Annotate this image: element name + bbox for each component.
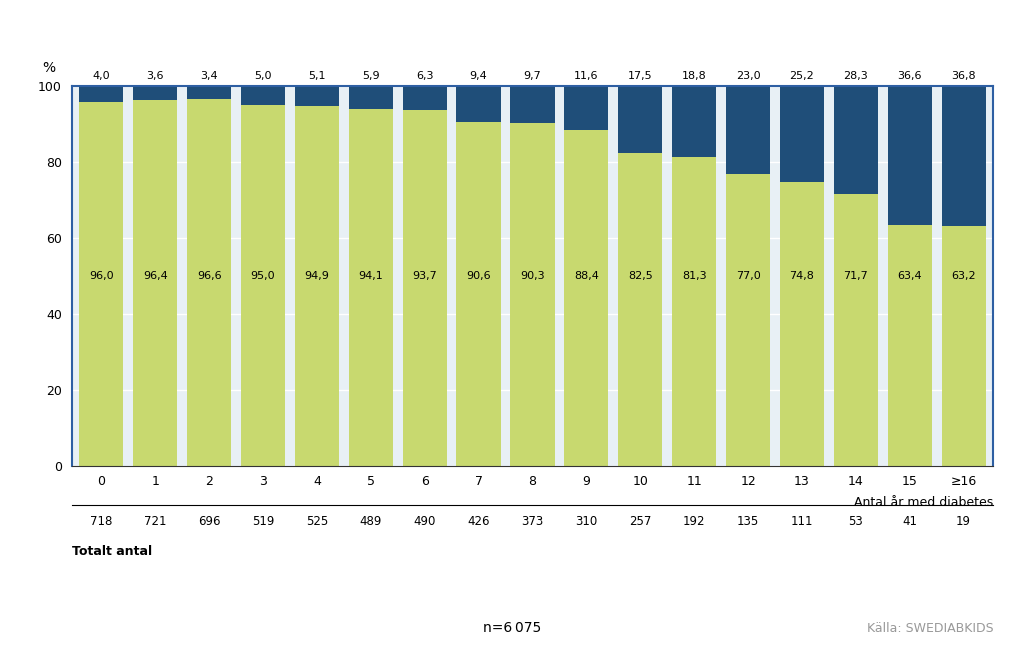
Bar: [133, 86, 177, 100]
Bar: [187, 86, 231, 99]
Text: 71,7: 71,7: [844, 271, 868, 281]
Bar: [780, 86, 824, 182]
Text: 257: 257: [629, 515, 651, 529]
Text: 5,9: 5,9: [361, 70, 380, 80]
Text: Totalt antal: Totalt antal: [72, 545, 152, 559]
Text: 135: 135: [737, 515, 759, 529]
Text: 426: 426: [467, 515, 489, 529]
Text: 81,3: 81,3: [682, 271, 707, 281]
Bar: [618, 86, 663, 153]
Text: 53: 53: [849, 515, 863, 529]
Bar: [241, 86, 285, 105]
Bar: [349, 109, 393, 465]
Text: 74,8: 74,8: [790, 271, 814, 281]
Text: 490: 490: [414, 515, 436, 529]
Bar: [564, 86, 608, 130]
Text: 41: 41: [902, 515, 918, 529]
Text: n=6 075: n=6 075: [483, 621, 541, 635]
Text: 5,0: 5,0: [254, 70, 271, 80]
Text: 28,3: 28,3: [844, 70, 868, 80]
Bar: [780, 182, 824, 466]
Bar: [133, 100, 177, 466]
Bar: [457, 86, 501, 122]
Text: 519: 519: [252, 515, 274, 529]
Text: 63,4: 63,4: [897, 271, 922, 281]
Bar: [618, 153, 663, 466]
Text: 525: 525: [306, 515, 328, 529]
Bar: [941, 226, 986, 466]
Bar: [672, 86, 716, 158]
Text: 19: 19: [956, 515, 971, 529]
Text: 718: 718: [90, 515, 113, 529]
Bar: [941, 86, 986, 226]
Text: 5,1: 5,1: [308, 70, 326, 80]
Bar: [79, 86, 124, 102]
Bar: [295, 86, 339, 106]
Text: 4,0: 4,0: [92, 70, 111, 80]
Bar: [834, 194, 878, 465]
Text: 17,5: 17,5: [628, 70, 652, 80]
Text: 721: 721: [144, 515, 167, 529]
Text: 96,4: 96,4: [142, 271, 168, 281]
Text: 23,0: 23,0: [736, 70, 761, 80]
Bar: [726, 86, 770, 174]
Text: 90,3: 90,3: [520, 271, 545, 281]
Bar: [295, 106, 339, 465]
Bar: [187, 99, 231, 465]
Text: 36,8: 36,8: [951, 70, 976, 80]
Bar: [79, 102, 124, 465]
Text: 696: 696: [198, 515, 220, 529]
Bar: [564, 130, 608, 466]
Text: 94,9: 94,9: [304, 271, 330, 281]
Text: 310: 310: [575, 515, 597, 529]
Text: 373: 373: [521, 515, 544, 529]
Text: 9,4: 9,4: [470, 70, 487, 80]
Bar: [241, 105, 285, 465]
Bar: [349, 86, 393, 109]
Y-axis label: %: %: [42, 61, 55, 75]
Bar: [672, 158, 716, 466]
Text: 111: 111: [791, 515, 813, 529]
Text: 36,6: 36,6: [897, 70, 922, 80]
Bar: [888, 225, 932, 465]
Text: 82,5: 82,5: [628, 271, 652, 281]
Text: 3,4: 3,4: [201, 70, 218, 80]
Bar: [726, 174, 770, 465]
Text: 192: 192: [683, 515, 706, 529]
Bar: [510, 123, 555, 465]
Bar: [834, 86, 878, 194]
Text: 94,1: 94,1: [358, 271, 383, 281]
Text: 9,7: 9,7: [523, 70, 542, 80]
Text: 77,0: 77,0: [735, 271, 761, 281]
Text: 93,7: 93,7: [413, 271, 437, 281]
Text: 90,6: 90,6: [466, 271, 490, 281]
Text: 11,6: 11,6: [574, 70, 599, 80]
Text: 25,2: 25,2: [790, 70, 814, 80]
Bar: [402, 110, 446, 465]
Text: 88,4: 88,4: [573, 271, 599, 281]
Text: 489: 489: [359, 515, 382, 529]
Bar: [402, 86, 446, 110]
Bar: [510, 86, 555, 123]
Text: 96,6: 96,6: [197, 271, 221, 281]
Text: Antal år med diabetes: Antal år med diabetes: [854, 496, 993, 509]
Text: 6,3: 6,3: [416, 70, 433, 80]
Text: 95,0: 95,0: [251, 271, 275, 281]
Bar: [457, 122, 501, 466]
Text: 96,0: 96,0: [89, 271, 114, 281]
Text: 3,6: 3,6: [146, 70, 164, 80]
Text: Källa: SWEDIABKIDS: Källa: SWEDIABKIDS: [866, 622, 993, 635]
Text: 18,8: 18,8: [682, 70, 707, 80]
Bar: [888, 86, 932, 225]
Text: 63,2: 63,2: [951, 271, 976, 281]
